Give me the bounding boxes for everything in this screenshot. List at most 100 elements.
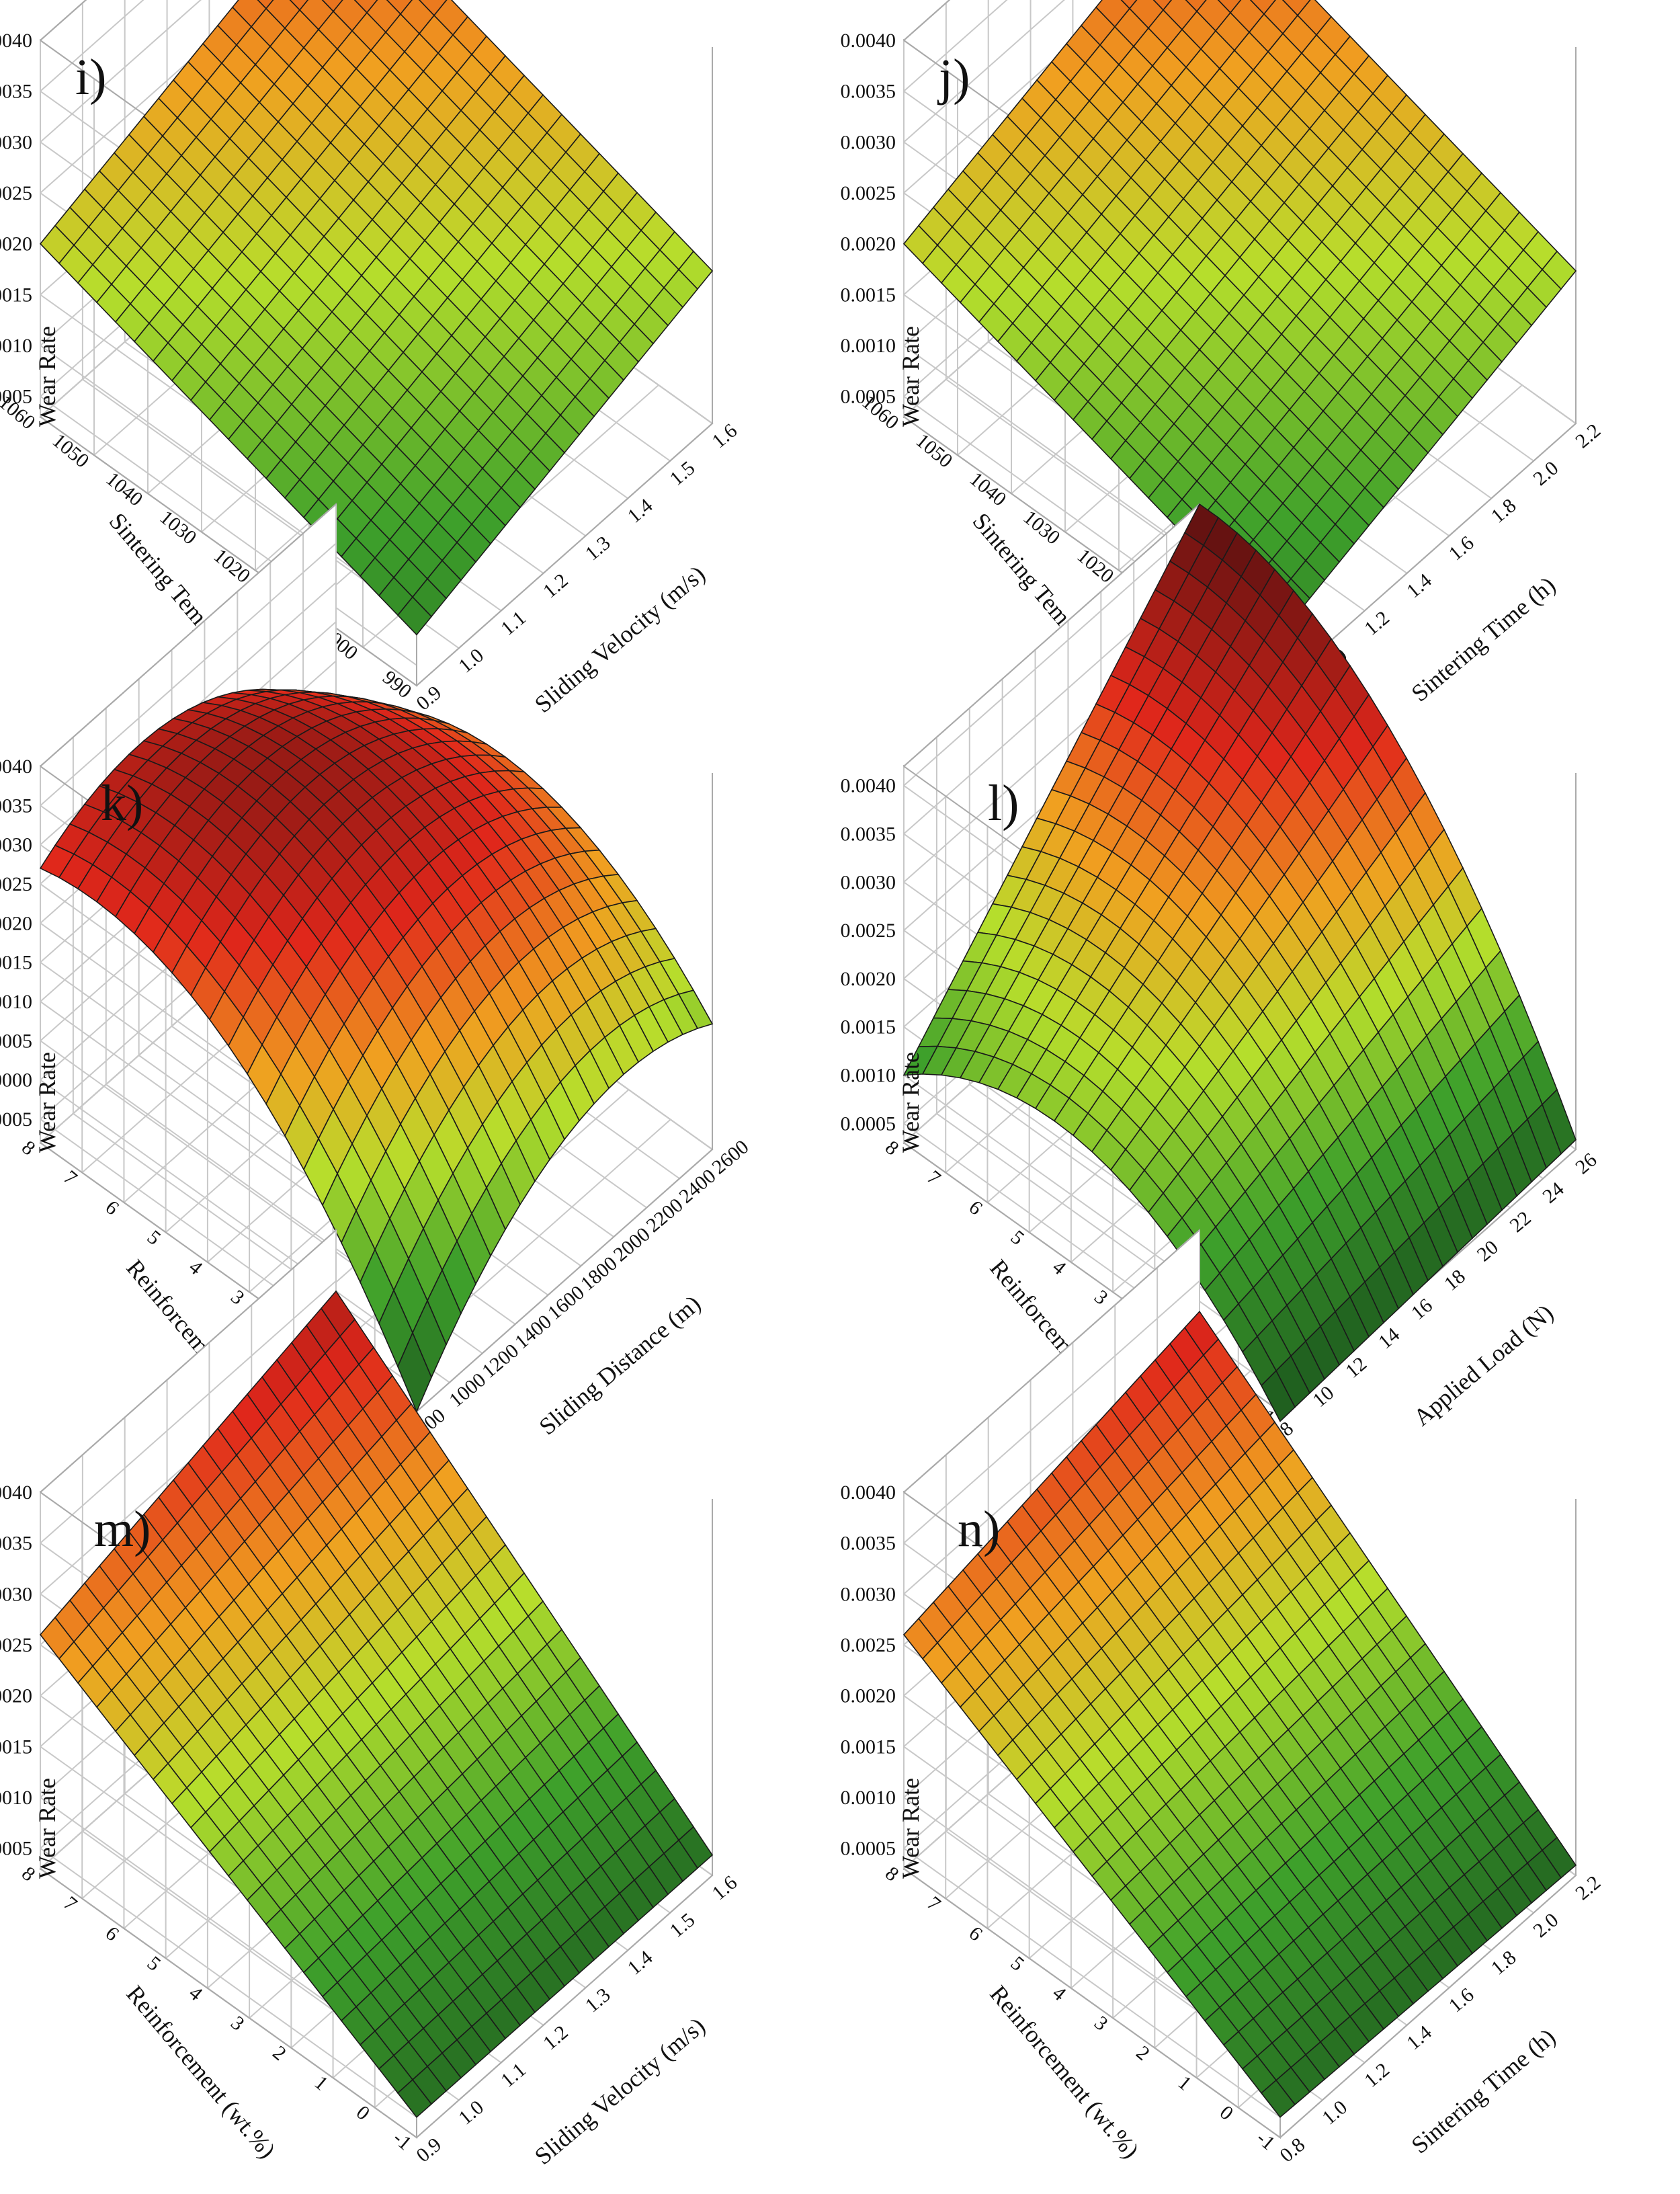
surface-cell [1152, 0, 1173, 11]
x-tick-label: 1.2 [539, 569, 573, 602]
x-tick-label: 2.0 [1529, 457, 1562, 490]
y-tick-label: 7 [59, 1892, 81, 1916]
x-tick-label: 2600 [708, 1136, 753, 1179]
x-tick-label: 1.6 [708, 419, 741, 452]
x-tick-label: 1.0 [1318, 2096, 1351, 2129]
z-tick-label: 0.0040 [841, 775, 896, 797]
y-tick-label: 5 [1007, 1226, 1029, 1250]
z-tick-label: 0.0020 [0, 912, 32, 934]
y-tick-label: 3 [226, 2012, 249, 2035]
surface-cell [396, 2078, 433, 2118]
z-tick-label: 0.0030 [0, 131, 32, 153]
y-tick-label: 4 [1048, 1256, 1070, 1279]
z-tick-label: 0.0020 [841, 1685, 896, 1707]
z-tick-label: 0.0025 [841, 920, 896, 942]
z-tick-label: 0.0015 [0, 284, 32, 306]
panel-label: l) [988, 775, 1019, 831]
x-axis-title: Applied Load (N) [1409, 1299, 1558, 1431]
panel-m: 0.0005 0.0010 0.0015 0.0020 0.0025 0.0030 0.00… [0, 1228, 741, 2170]
x-tick-label: 1.5 [665, 1909, 699, 1942]
z-tick-label: 0.0030 [841, 131, 896, 153]
x-tick-label: 1.0 [454, 644, 488, 677]
x-tick-label: 2.2 [1571, 419, 1605, 452]
y-tick-label: 6 [964, 1922, 986, 1945]
z-axis-title: Wear Rate [34, 1052, 60, 1153]
z-tick-label: 0.0005 [0, 386, 32, 408]
y-tick-label: 5 [1007, 1952, 1029, 1976]
z-tick-label: 0.0035 [841, 823, 896, 846]
panel-label: n) [958, 1501, 1000, 1557]
x-tick-label: 1.1 [497, 607, 530, 640]
z-tick-label: 0.0010 [841, 335, 896, 357]
z-tick-label: 0.0040 [0, 30, 32, 52]
z-tick-label: 0.0030 [0, 1583, 32, 1605]
surface-cell [1185, 0, 1207, 13]
x-tick-label: 1.8 [1487, 494, 1521, 527]
z-tick-label: 0.0035 [0, 1533, 32, 1555]
x-tick-label: 1.4 [624, 494, 657, 527]
y-tick-label: 0 [1216, 2101, 1238, 2125]
x-tick-label: 1.1 [497, 2059, 530, 2092]
z-tick-label: 0.0030 [841, 871, 896, 893]
z-tick-label: 0.0010 [0, 335, 32, 357]
surface [902, 0, 1577, 636]
z-tick-label: 0.0030 [841, 1583, 896, 1605]
y-tick-label: 7 [923, 1166, 945, 1190]
z-axis-title: Wear Rate [34, 326, 60, 427]
y-tick-label: 7 [923, 1892, 945, 1916]
z-tick-label: 0.0020 [0, 1685, 32, 1707]
z-tick-label: 0.0015 [841, 1016, 896, 1039]
z-tick-label: 0.0020 [841, 968, 896, 990]
y-tick-label: 4 [185, 1256, 207, 1279]
y-tick-label: 2 [268, 2041, 290, 2065]
surface-cell [289, 0, 309, 11]
y-tick-label: 2 [1132, 2041, 1154, 2065]
z-tick-label: 0.0010 [841, 1787, 896, 1809]
z-tick-label: 0.0020 [0, 233, 32, 255]
panel-i: 0.0005 0.0010 0.0015 0.0020 0.0025 0.0030 0.00… [0, 0, 741, 732]
surface [902, 503, 1577, 1422]
z-tick-label: 0.0005 [841, 1838, 896, 1860]
x-tick-label: 1.4 [1402, 2021, 1436, 2054]
surface-cell [397, 1331, 432, 1414]
z-tick-label: 0.0010 [841, 1064, 896, 1086]
y-tick-label: 7 [59, 1166, 81, 1190]
x-tick-label: 22 [1506, 1207, 1536, 1237]
z-tick-label: 0.0035 [0, 795, 32, 817]
z-tick-label: 0.0030 [0, 834, 32, 856]
y-tick-label: 5 [143, 1952, 165, 1976]
x-tick-label: 1.2 [539, 2021, 573, 2054]
surface-cell [1260, 2079, 1296, 2118]
x-tick-label: 2.0 [1529, 1909, 1562, 1942]
z-tick-label: 0.0015 [0, 952, 32, 974]
panel-label: j) [937, 49, 970, 106]
y-tick-label: 4 [1048, 1982, 1070, 2005]
z-tick-label: 0.0040 [0, 1481, 32, 1504]
x-tick-label: 1.2 [1360, 607, 1394, 640]
panel-label: k) [101, 775, 143, 831]
z-tick-label: -0.0005 [0, 1108, 32, 1131]
z-tick-label: 0.0035 [0, 81, 32, 103]
y-tick-label: 3 [1090, 2012, 1112, 2035]
x-tick-label: 18 [1440, 1265, 1470, 1295]
z-axis-title: Wear Rate [897, 1778, 924, 1879]
x-tick-label: 1.3 [581, 1984, 615, 2017]
z-tick-label: 0.0010 [0, 991, 32, 1013]
z-tick-label: 0.0025 [0, 1634, 32, 1656]
z-tick-label: 0.0040 [0, 756, 32, 778]
panel-label: i) [75, 49, 106, 106]
z-tick-label: 0.0015 [0, 1736, 32, 1758]
y-tick-label: 5 [143, 1226, 165, 1250]
z-tick-label: 0.0025 [841, 182, 896, 204]
z-tick-label: 0.0020 [841, 233, 896, 255]
z-tick-label: 0.0015 [841, 284, 896, 306]
surface-cell [1261, 1369, 1296, 1422]
x-tick-label: 1.3 [581, 532, 615, 565]
y-tick-label: 6 [101, 1196, 123, 1219]
y-tick-label: 0 [352, 2101, 374, 2125]
z-tick-label: 0.0015 [841, 1736, 896, 1758]
z-tick-labels: 0.0005 0.0010 0.0015 0.0020 0.0025 0.0030 0.00… [0, 30, 32, 408]
